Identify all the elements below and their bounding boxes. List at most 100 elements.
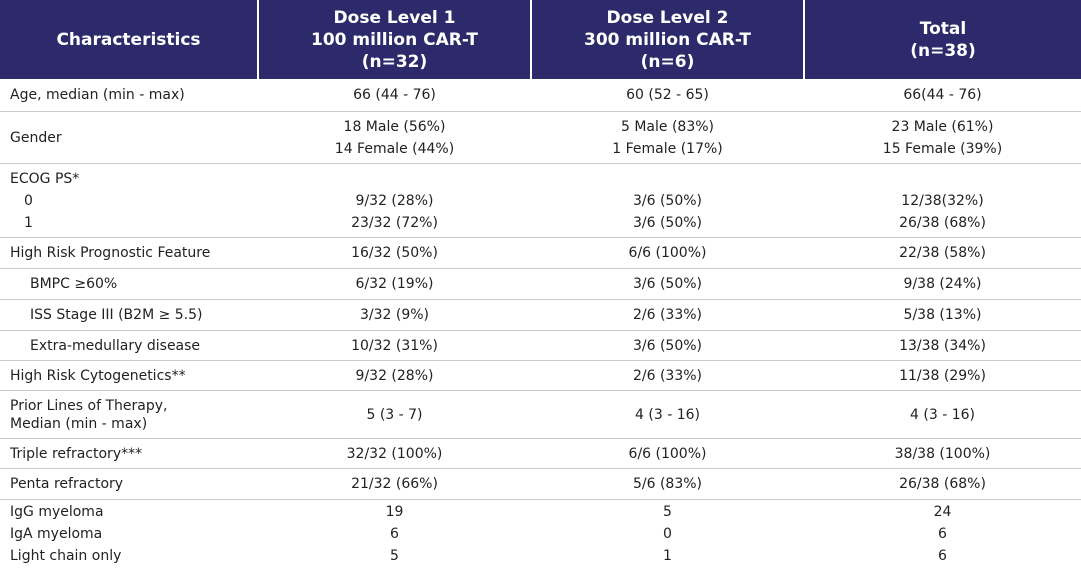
cell-line: 3/6 (50%) xyxy=(632,214,703,231)
header-dose-level-2: Dose Level 2 300 million CAR-T (n=6) xyxy=(531,0,805,79)
table-row-gender: Gender 18 Male (56%) 14 Female (44%) 5 M… xyxy=(0,111,1081,164)
cell-line: 5 xyxy=(390,548,399,564)
cell-dose-1: 5 (3 - 7) xyxy=(258,390,531,439)
header-total-line2: (n=38) xyxy=(910,40,976,61)
cell-line xyxy=(258,168,531,190)
cell-dose-2: 3/6 (50%) xyxy=(531,330,804,361)
cell-line: 24 xyxy=(933,504,952,520)
header-total: Total (n=38) xyxy=(804,0,1081,79)
cell-line: 18 Male (56%) xyxy=(343,118,446,135)
cell-line xyxy=(804,168,1081,190)
cell-line: 26/38 (68%) xyxy=(899,214,986,231)
cell-total: 24 6 6 xyxy=(804,500,1081,569)
cell-dose-1: 9/32 (28%) xyxy=(258,360,531,391)
cell-dose-2: 60 (52 - 65) xyxy=(531,79,804,112)
row-label: Triple refractory*** xyxy=(0,438,258,469)
table-row-extra-medullary: Extra-medullary disease 10/32 (31%) 3/6 … xyxy=(0,330,1081,361)
table-row-high-risk: High Risk Prognostic Feature 16/32 (50%)… xyxy=(0,237,1081,269)
cell-dose-1: 21/32 (66%) xyxy=(258,468,531,500)
row-label: High Risk Cytogenetics** xyxy=(0,360,258,391)
row-label: Penta refractory xyxy=(0,468,258,500)
row-label: Extra-medullary disease xyxy=(0,330,258,361)
label-line: Light chain only xyxy=(10,548,122,564)
cell-line: 12/38(32%) xyxy=(901,192,984,209)
ecog-title: ECOG PS* xyxy=(10,170,80,187)
cell-total: 22/38 (58%) xyxy=(804,237,1081,269)
header-dose-level-2-line2: 300 million CAR-T xyxy=(583,29,751,50)
cell-line: 6 xyxy=(390,526,399,542)
cell-line: 1 xyxy=(663,548,672,564)
cell-dose-1: 9/32 (28%) 23/32 (72%) xyxy=(258,163,531,238)
cell-dose-2: 5/6 (83%) xyxy=(531,468,804,500)
table-row-bmpc: BMPC ≥60% 6/32 (19%) 3/6 (50%) 9/38 (24%… xyxy=(0,268,1081,300)
cell-line xyxy=(531,168,804,190)
cell-total: 4 (3 - 16) xyxy=(804,390,1081,439)
label-line: Median (min - max) xyxy=(10,415,148,432)
cell-total: 66(44 - 76) xyxy=(804,79,1081,112)
row-label: IgG myeloma IgA myeloma Light chain only xyxy=(0,500,258,569)
table-row-penta-refractory: Penta refractory 21/32 (66%) 5/6 (83%) 2… xyxy=(0,468,1081,500)
ecog-sub-0: 0 xyxy=(24,192,33,209)
table-row-myeloma-types: IgG myeloma IgA myeloma Light chain only… xyxy=(0,500,1081,569)
header-characteristics: Characteristics xyxy=(0,0,259,79)
table-row-prior-lines: Prior Lines of Therapy, Median (min - ma… xyxy=(0,390,1081,439)
cell-line: 6 xyxy=(938,548,947,564)
cell-line: 1 Female (17%) xyxy=(612,140,723,157)
cell-dose-1: 3/32 (9%) xyxy=(258,299,531,331)
cell-total: 11/38 (29%) xyxy=(804,360,1081,391)
cell-dose-2: 5 Male (83%) 1 Female (17%) xyxy=(531,111,804,164)
header-dose-level-2-line3: (n=6) xyxy=(640,51,695,72)
cell-dose-2: 3/6 (50%) 3/6 (50%) xyxy=(531,163,804,238)
header-dose-level-2-line1: Dose Level 2 xyxy=(606,7,729,28)
cell-dose-1: 19 6 5 xyxy=(258,500,531,569)
cell-dose-1: 16/32 (50%) xyxy=(258,237,531,269)
header-dose-level-1: Dose Level 1 100 million CAR-T (n=32) xyxy=(258,0,532,79)
cell-total: 13/38 (34%) xyxy=(804,330,1081,361)
cell-dose-1: 10/32 (31%) xyxy=(258,330,531,361)
cell-line: 19 xyxy=(385,504,404,520)
cell-dose-1: 18 Male (56%) 14 Female (44%) xyxy=(258,111,531,164)
cell-line: 23 Male (61%) xyxy=(891,118,994,135)
table-row-cytogenetics: High Risk Cytogenetics** 9/32 (28%) 2/6 … xyxy=(0,360,1081,391)
row-label: ECOG PS* 0 1 xyxy=(0,163,258,238)
cell-total: 5/38 (13%) xyxy=(804,299,1081,331)
cell-dose-2: 3/6 (50%) xyxy=(531,268,804,300)
header-dose-level-1-line2: 100 million CAR-T xyxy=(310,29,478,50)
cell-dose-2: 2/6 (33%) xyxy=(531,360,804,391)
header-total-line1: Total xyxy=(919,18,967,39)
cell-dose-2: 4 (3 - 16) xyxy=(531,390,804,439)
cell-total: 38/38 (100%) xyxy=(804,438,1081,469)
ecog-sub-1: 1 xyxy=(24,214,33,231)
cell-line: 23/32 (72%) xyxy=(351,214,438,231)
row-label: Gender xyxy=(0,111,258,164)
cell-total: 26/38 (68%) xyxy=(804,468,1081,500)
cell-dose-2: 5 0 1 xyxy=(531,500,804,569)
cell-dose-1: 66 (44 - 76) xyxy=(258,79,531,112)
cell-line: 5 Male (83%) xyxy=(620,118,714,135)
header-row: Characteristics Dose Level 1 100 million… xyxy=(0,0,1081,79)
cell-total: 12/38(32%) 26/38 (68%) xyxy=(804,163,1081,238)
label-line: IgA myeloma xyxy=(10,526,103,542)
table-row-iss: ISS Stage III (B2M ≥ 5.5) 3/32 (9%) 2/6 … xyxy=(0,299,1081,331)
cell-total: 9/38 (24%) xyxy=(804,268,1081,300)
label-line: IgG myeloma xyxy=(10,504,104,520)
cell-line: 15 Female (39%) xyxy=(882,140,1003,157)
table-row-triple-refractory: Triple refractory*** 32/32 (100%) 6/6 (1… xyxy=(0,438,1081,469)
cell-dose-1: 32/32 (100%) xyxy=(258,438,531,469)
row-label: BMPC ≥60% xyxy=(0,268,258,300)
label-line: Prior Lines of Therapy, xyxy=(10,397,168,414)
cell-dose-2: 6/6 (100%) xyxy=(531,438,804,469)
row-label: Age, median (min - max) xyxy=(0,79,258,112)
cell-line: 14 Female (44%) xyxy=(334,140,455,157)
cell-dose-2: 2/6 (33%) xyxy=(531,299,804,331)
header-dose-level-1-line1: Dose Level 1 xyxy=(333,7,456,28)
row-label: ISS Stage III (B2M ≥ 5.5) xyxy=(0,299,258,331)
header-dose-level-1-line3: (n=32) xyxy=(361,51,428,72)
cell-dose-2: 6/6 (100%) xyxy=(531,237,804,269)
cell-dose-1: 6/32 (19%) xyxy=(258,268,531,300)
cell-line: 6 xyxy=(938,526,947,542)
cell-line: 5 xyxy=(663,504,672,520)
table-row-age: Age, median (min - max) 66 (44 - 76) 60 … xyxy=(0,79,1081,112)
cell-total: 23 Male (61%) 15 Female (39%) xyxy=(804,111,1081,164)
